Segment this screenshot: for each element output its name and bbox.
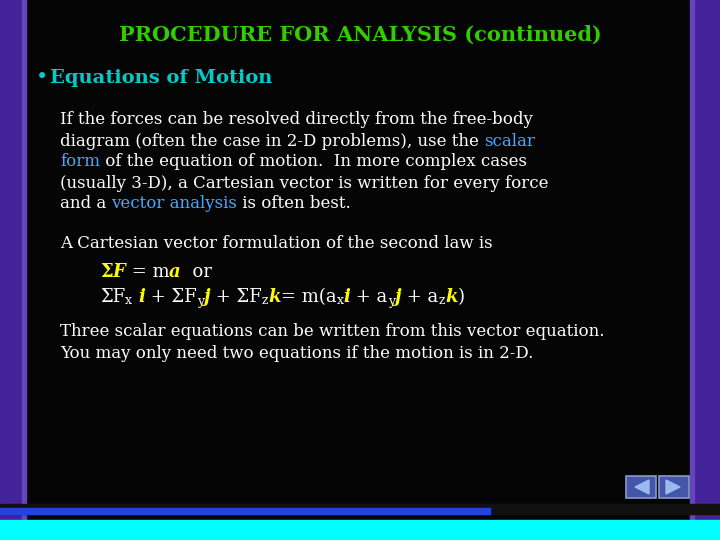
Text: A Cartesian vector formulation of the second law is: A Cartesian vector formulation of the se…: [60, 234, 492, 252]
Text: ): ): [458, 288, 464, 306]
Text: Three scalar equations can be written from this vector equation.: Three scalar equations can be written fr…: [60, 323, 605, 341]
Text: a: a: [169, 263, 181, 281]
Bar: [0, 0, 22, 540]
Text: Σ: Σ: [100, 263, 113, 281]
Text: is often best.: is often best.: [238, 195, 351, 213]
Bar: [626, 476, 656, 498]
Text: diagram (often the case in 2-D problems), use the: diagram (often the case in 2-D problems)…: [60, 132, 484, 150]
Text: x: x: [337, 294, 343, 307]
Bar: [0, 520, 720, 540]
Bar: [690, 0, 694, 540]
Text: k: k: [445, 288, 458, 306]
Text: i: i: [138, 288, 145, 306]
Text: i: i: [343, 288, 351, 306]
Bar: [694, 0, 720, 540]
Bar: [0, 508, 490, 514]
Text: of the equation of motion.  In more complex cases: of the equation of motion. In more compl…: [100, 153, 527, 171]
Text: If the forces can be resolved directly from the free-body: If the forces can be resolved directly f…: [60, 111, 533, 129]
Text: •: •: [36, 69, 48, 87]
Text: ΣF: ΣF: [100, 288, 125, 306]
Bar: [659, 476, 689, 498]
Text: = m(a: = m(a: [281, 288, 337, 306]
Text: z: z: [262, 294, 269, 307]
Text: PROCEDURE FOR ANALYSIS (continued): PROCEDURE FOR ANALYSIS (continued): [119, 25, 601, 45]
Bar: [22, 0, 26, 540]
Text: x: x: [125, 294, 132, 307]
Text: j: j: [395, 288, 401, 306]
Text: + ΣF: + ΣF: [145, 288, 197, 306]
Text: k: k: [269, 288, 281, 306]
Text: = m: = m: [125, 263, 169, 281]
Text: and a: and a: [60, 195, 112, 213]
Polygon shape: [666, 480, 680, 494]
Text: + a: + a: [401, 288, 438, 306]
Bar: [0, 504, 720, 514]
Text: z: z: [438, 294, 445, 307]
Text: scalar: scalar: [484, 132, 535, 150]
Text: y: y: [388, 294, 395, 307]
Text: F: F: [113, 263, 125, 281]
Text: y: y: [197, 294, 204, 307]
Text: form: form: [60, 153, 100, 171]
Text: + ΣF: + ΣF: [210, 288, 262, 306]
Text: vector analysis: vector analysis: [112, 195, 238, 213]
Polygon shape: [635, 480, 649, 494]
Text: Equations of Motion: Equations of Motion: [50, 69, 272, 87]
Text: + a: + a: [351, 288, 388, 306]
Text: (usually 3-D), a Cartesian vector is written for every force: (usually 3-D), a Cartesian vector is wri…: [60, 174, 549, 192]
Text: j: j: [204, 288, 210, 306]
Text: You may only need two equations if the motion is in 2-D.: You may only need two equations if the m…: [60, 345, 534, 361]
Text: or: or: [181, 263, 212, 281]
